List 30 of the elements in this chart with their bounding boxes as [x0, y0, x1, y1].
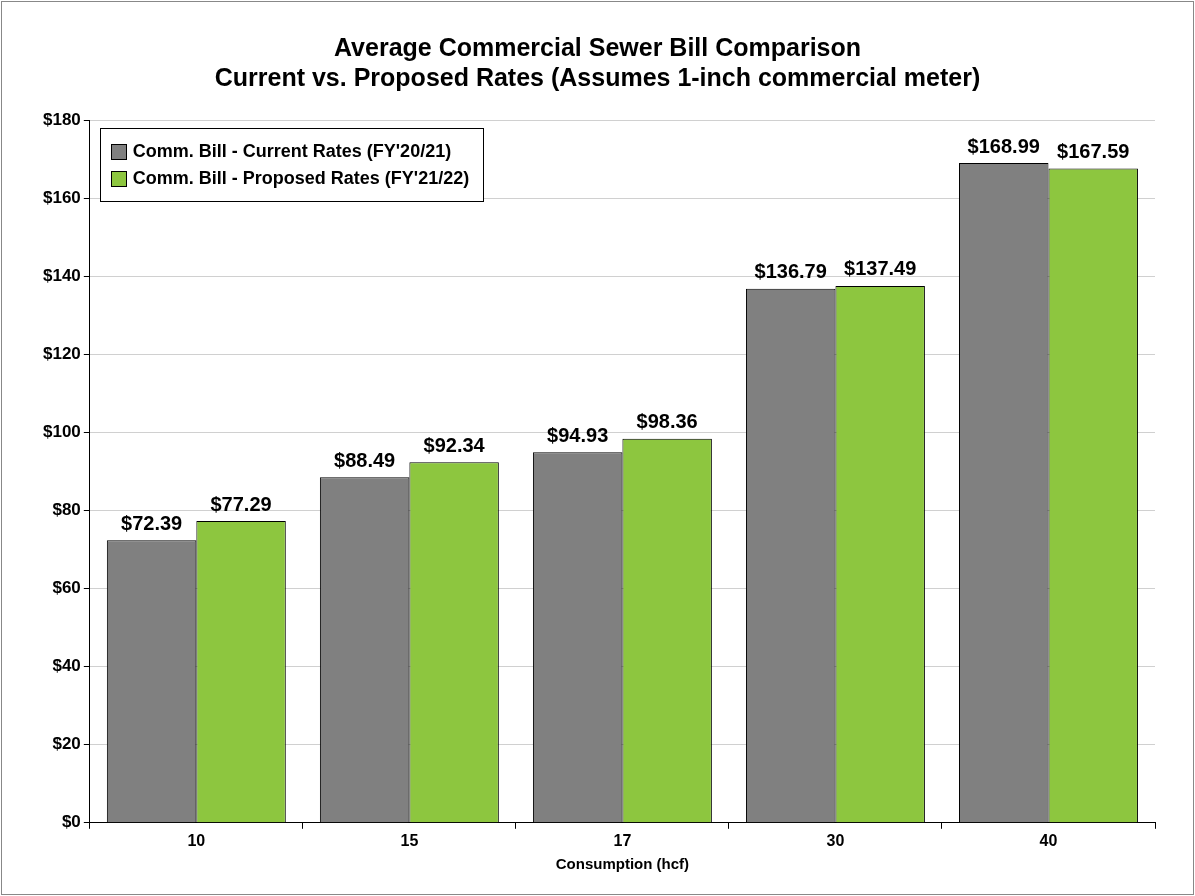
x-tick-label: 10	[187, 831, 206, 849]
y-tick-label: $160	[42, 187, 81, 207]
x-tick-label: 30	[826, 831, 845, 849]
chart-subtitle: Current vs. Proposed Rates (Assumes 1-inch commercial meter)	[214, 62, 981, 91]
y-tick-label: $20	[52, 734, 81, 754]
x-tick-label: 40	[1039, 831, 1058, 849]
y-tick-label: $100	[42, 422, 81, 442]
data-label: $72.39	[121, 511, 183, 534]
y-tick-label: $60	[52, 578, 81, 598]
data-label: $136.79	[754, 260, 827, 283]
x-tick-label: 15	[400, 831, 419, 849]
y-tick-label: $120	[42, 343, 81, 363]
y-tick-label: $140	[42, 265, 81, 285]
data-label: $88.49	[334, 448, 396, 471]
data-label: $92.34	[423, 433, 486, 456]
legend-label: Comm. Bill - Proposed Rates (FY'21/22)	[132, 168, 470, 189]
x-axis-title: Consumption (hcf)	[555, 855, 690, 873]
data-label: $77.29	[210, 492, 272, 515]
data-label: $94.93	[547, 423, 609, 446]
y-tick-label: $40	[52, 656, 81, 676]
x-tick-label: 17	[613, 831, 632, 849]
y-tick-label: $80	[52, 500, 81, 520]
data-label: $98.36	[636, 410, 698, 433]
y-tick-label: $0	[61, 812, 81, 832]
data-label: $137.49	[844, 257, 917, 280]
chart-title: Average Commercial Sewer Bill Comparison	[333, 32, 862, 61]
y-tick-label: $180	[42, 109, 81, 129]
legend-label: Comm. Bill - Current Rates (FY'20/21)	[132, 141, 452, 162]
data-label: $167.59	[1057, 139, 1130, 162]
data-label: $168.99	[967, 134, 1040, 157]
